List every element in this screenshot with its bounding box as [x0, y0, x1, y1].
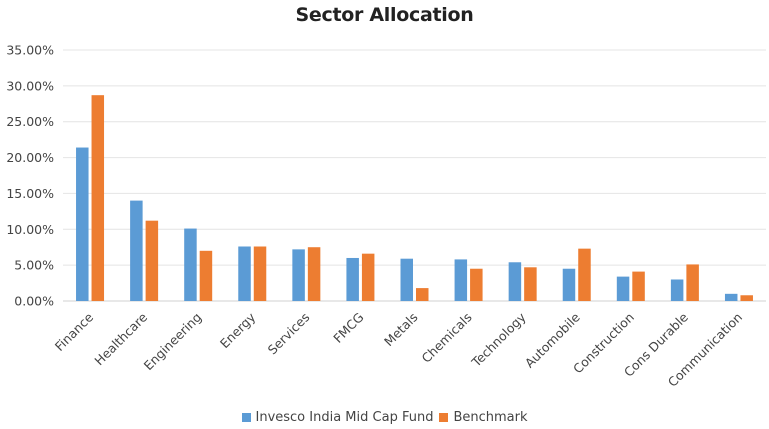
y-tick-label: 35.00% [6, 43, 54, 58]
x-tick-label: FMCG [330, 310, 366, 346]
x-tick-label: Metals [381, 310, 421, 350]
x-tick-label: Energy [217, 309, 259, 351]
bar-fund [292, 249, 305, 301]
legend-item-benchmark: Benchmark [439, 410, 528, 425]
x-tick-label: Technology [468, 309, 529, 370]
bar-fund [238, 246, 251, 301]
bar-benchmark [578, 248, 591, 301]
y-tick-label: 30.00% [6, 78, 54, 93]
x-tick-label: Chemicals [418, 310, 474, 366]
chart-legend: Invesco India Mid Cap Fund Benchmark [0, 410, 769, 425]
x-tick-label: Engineering [141, 310, 205, 374]
bar-fund [76, 147, 89, 301]
legend-swatch-fund [241, 413, 251, 422]
legend-label-fund: Invesco India Mid Cap Fund [255, 410, 434, 425]
y-tick-label: 15.00% [6, 186, 54, 201]
y-tick-label: 20.00% [6, 150, 54, 165]
bar-benchmark [91, 95, 105, 302]
y-tick-label: 0.00% [14, 294, 54, 309]
x-tick-label: Healthcare [91, 309, 150, 368]
bar-benchmark [524, 267, 537, 301]
bar-benchmark [361, 253, 375, 301]
x-tick-label: Services [265, 310, 313, 358]
bar-benchmark [307, 247, 321, 301]
bar-fund [454, 259, 468, 301]
bar-fund [562, 268, 576, 301]
bar-fund [724, 293, 738, 301]
bar-benchmark [686, 264, 699, 301]
bar-benchmark [740, 295, 753, 301]
bar-fund [184, 228, 197, 301]
y-tick-label: 25.00% [6, 114, 54, 129]
bar-benchmark [253, 246, 267, 301]
bar-benchmark [199, 250, 213, 301]
bar-benchmark [470, 268, 483, 301]
bar-benchmark [145, 220, 159, 301]
y-tick-label: 10.00% [6, 222, 54, 237]
bar-benchmark [416, 288, 429, 301]
bar-fund [616, 276, 630, 301]
y-tick-label: 5.00% [14, 258, 54, 273]
legend-item-fund: Invesco India Mid Cap Fund [241, 410, 434, 425]
bar-benchmark [632, 271, 645, 301]
legend-swatch-benchmark [439, 413, 449, 422]
x-tick-label: Finance [52, 309, 97, 354]
legend-label-benchmark: Benchmark [453, 410, 528, 425]
bar-fund [400, 258, 413, 301]
bar-fund [670, 279, 684, 301]
bar-fund [346, 257, 359, 301]
bar-fund [508, 262, 522, 301]
bar-fund [130, 200, 143, 301]
chart-title: Sector Allocation [295, 4, 474, 26]
